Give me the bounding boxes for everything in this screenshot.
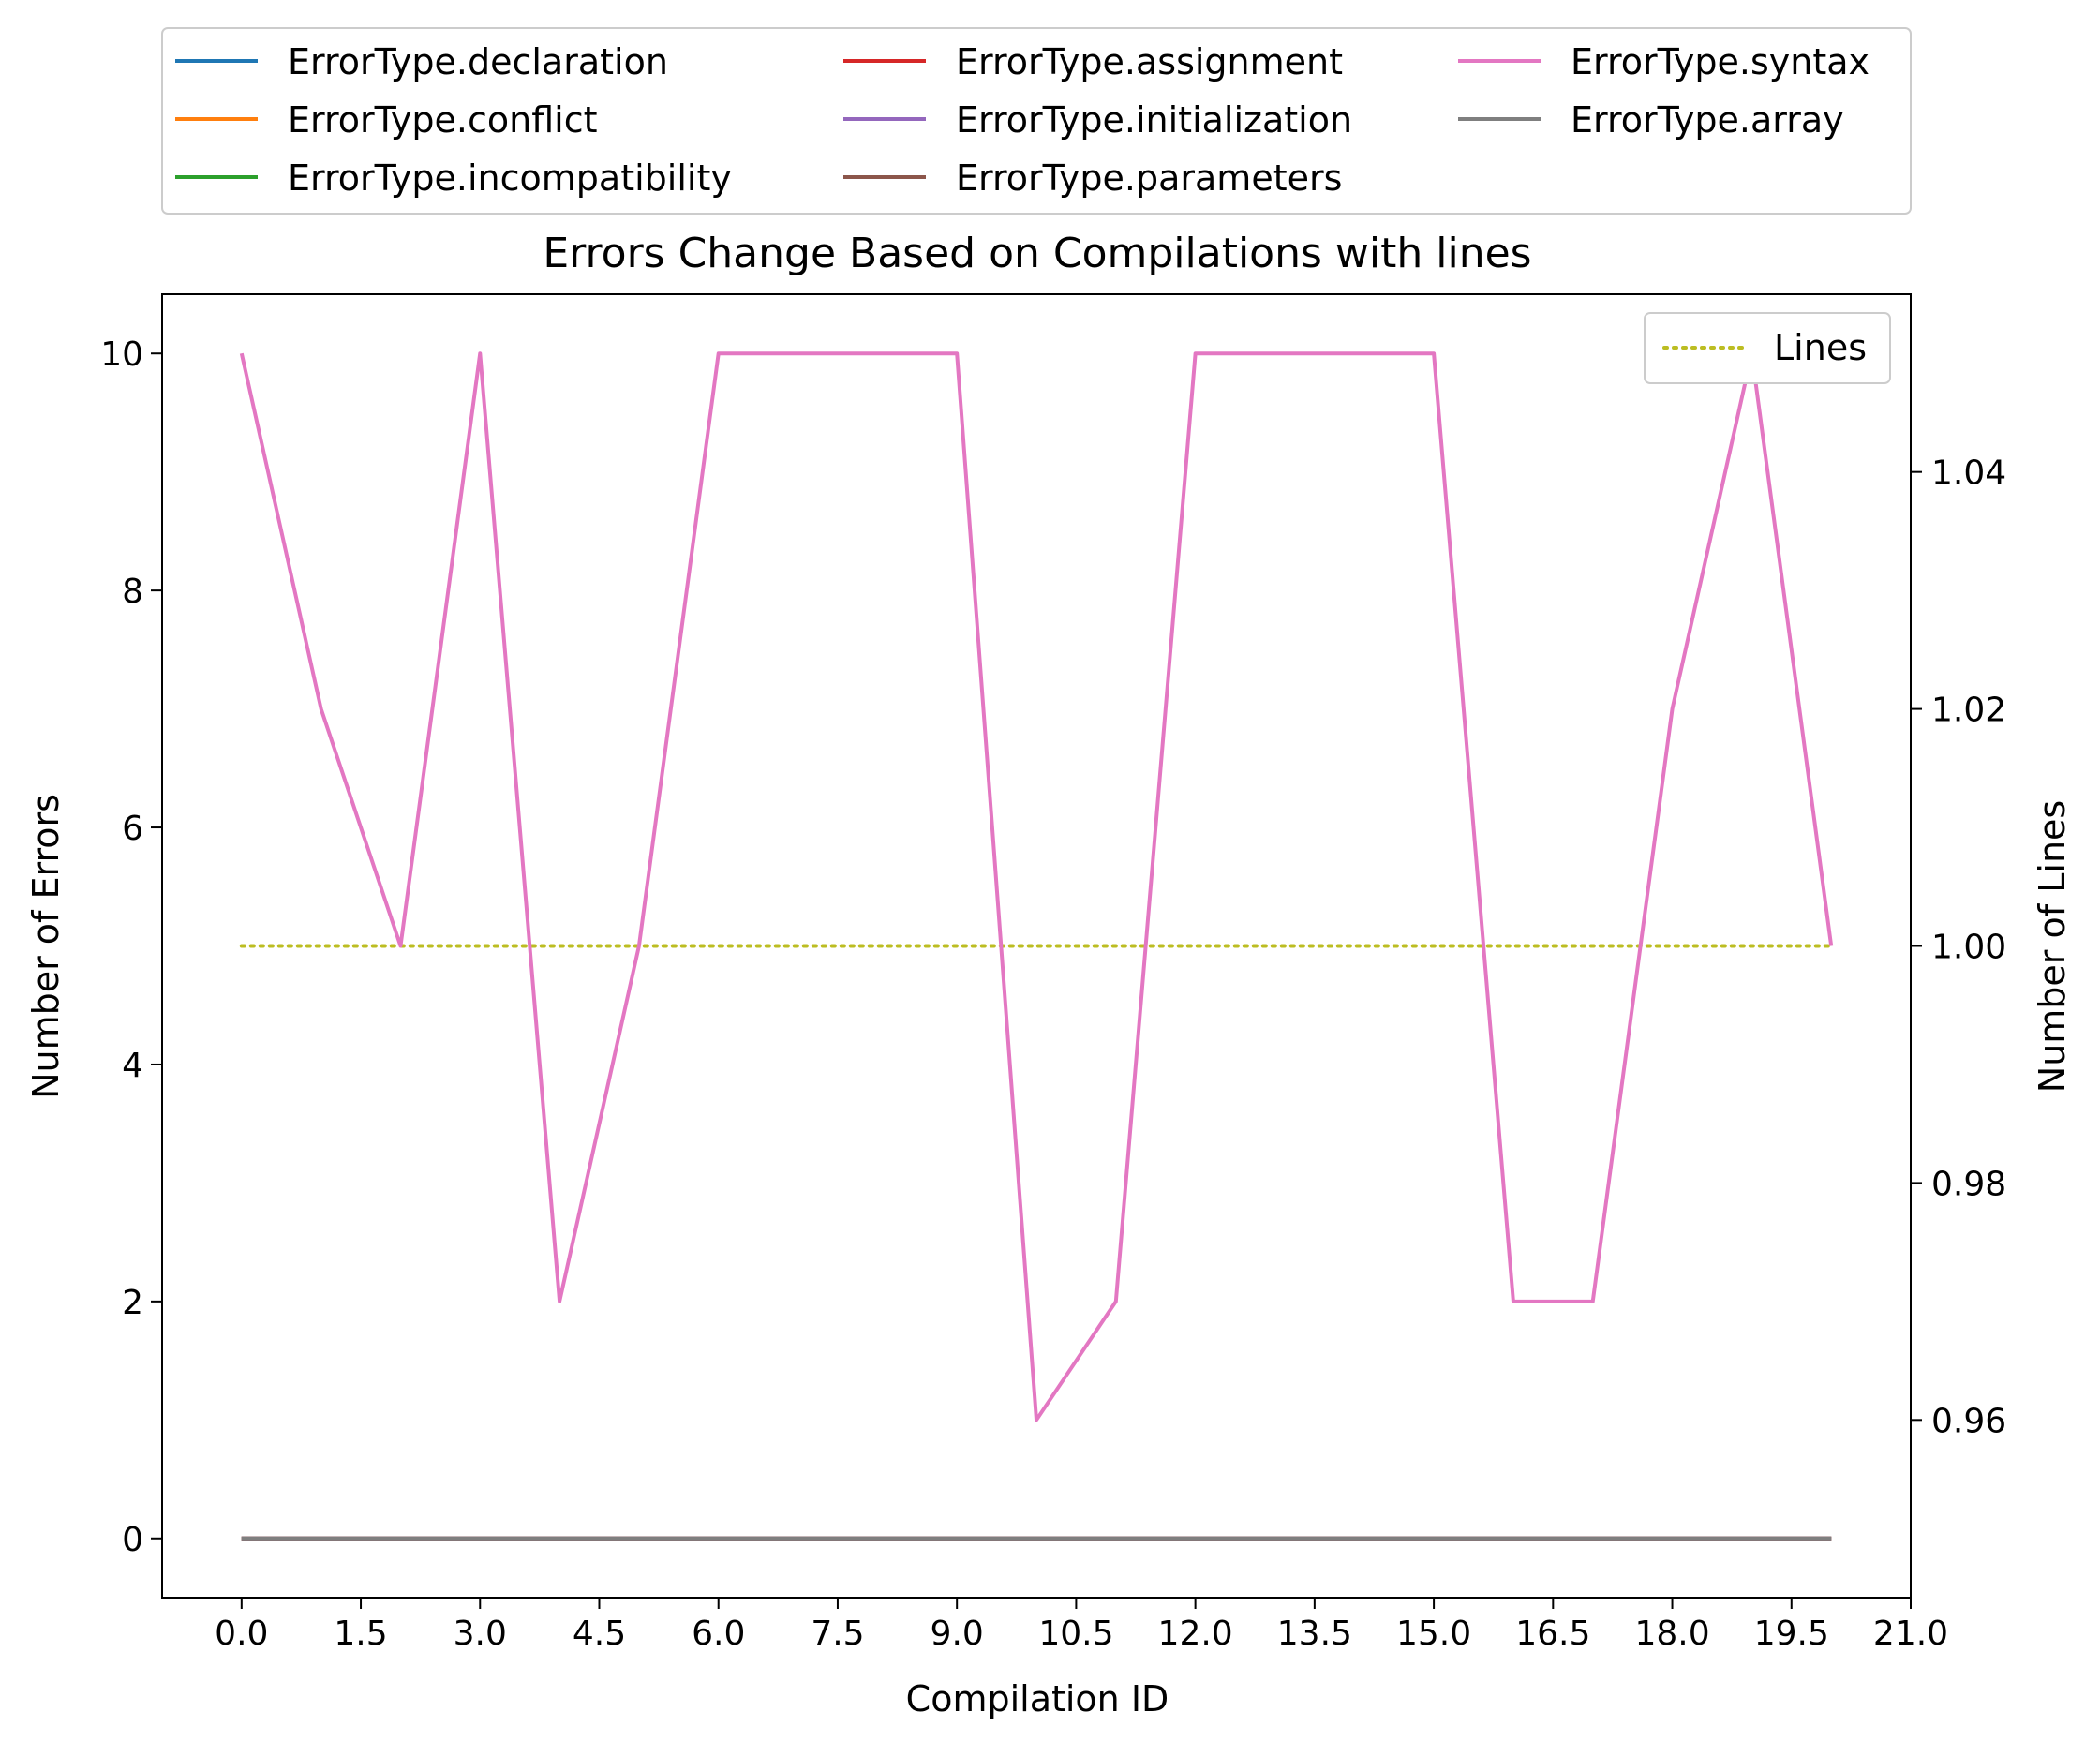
y2-tick-label: 1.02 — [1931, 692, 2006, 730]
legend-label-errortype-conflict: ErrorType.conflict — [288, 99, 598, 141]
legend-label-errortype-assignment: ErrorType.assignment — [956, 41, 1343, 82]
x-axis-ticks: 0.0 1.5 3.0 4.5 6.0 7.5 9.0 10.5 12.0 13.5 15.0 16.… — [215, 1598, 1948, 1653]
legend-label-errortype-incompatibility: ErrorType.incompatibility — [288, 157, 732, 199]
y2-tick-label: 0.98 — [1931, 1165, 2006, 1203]
y-axis-ticks: 0 2 4 6 8 10 — [100, 335, 162, 1559]
x-tick-label: 15.0 — [1396, 1615, 1471, 1653]
legend-label-lines: Lines — [1774, 327, 1867, 368]
x-tick-label: 16.5 — [1515, 1615, 1590, 1653]
legend-secondary-frame — [1644, 312, 1891, 384]
legend-label-errortype-array: ErrorType.array — [1571, 99, 1844, 141]
x-axis-label: Compilation ID — [906, 1678, 1169, 1720]
y-tick-label: 2 — [122, 1284, 143, 1322]
y-tick-label: 8 — [122, 573, 143, 611]
legend-label-errortype-parameters: ErrorType.parameters — [956, 157, 1342, 199]
y2-tick-label: 0.96 — [1931, 1402, 2006, 1440]
legend-label-errortype-syntax: ErrorType.syntax — [1571, 41, 1869, 82]
legend-label-errortype-declaration: ErrorType.declaration — [288, 41, 668, 82]
x-tick-label: 12.0 — [1158, 1615, 1233, 1653]
x-tick-label: 18.0 — [1634, 1615, 1709, 1653]
y2-axis-label: Number of Lines — [2032, 800, 2073, 1093]
y2-tick-label: 1.04 — [1931, 454, 2006, 493]
x-tick-label: 21.0 — [1873, 1615, 1948, 1653]
x-tick-label: 19.5 — [1754, 1615, 1829, 1653]
x-tick-label: 6.0 — [692, 1615, 745, 1653]
y2-tick-label: 1.00 — [1931, 929, 2006, 967]
x-tick-label: 3.0 — [454, 1615, 507, 1653]
x-tick-label: 1.5 — [334, 1615, 387, 1653]
y-tick-label: 0 — [122, 1521, 143, 1559]
x-tick-label: 7.5 — [811, 1615, 864, 1653]
legend-main: ErrorType.declaration ErrorType.conflict E… — [161, 27, 1912, 215]
y-tick-label: 10 — [100, 335, 143, 374]
series-line-errortype-syntax — [239, 351, 1834, 1422]
legend-secondary: Lines — [1644, 312, 1891, 384]
x-tick-label: 9.0 — [931, 1615, 984, 1653]
legend-label-errortype-initialization: ErrorType.initialization — [956, 99, 1352, 141]
plot-lines — [239, 351, 1834, 1541]
x-tick-label: 0.0 — [215, 1615, 268, 1653]
x-tick-label: 13.5 — [1277, 1615, 1352, 1653]
legend-main-frame — [161, 27, 1912, 215]
y-tick-label: 6 — [122, 810, 143, 848]
y-tick-label: 4 — [122, 1047, 143, 1085]
y-axis-label: Number of Errors — [25, 794, 67, 1099]
x-tick-label: 4.5 — [573, 1615, 626, 1653]
y2-axis-ticks: 0.96 0.98 1.00 1.02 1.04 — [1911, 454, 2006, 1440]
chart-title: Errors Change Based on Compilations with… — [543, 230, 1531, 277]
x-tick-label: 10.5 — [1038, 1615, 1113, 1653]
